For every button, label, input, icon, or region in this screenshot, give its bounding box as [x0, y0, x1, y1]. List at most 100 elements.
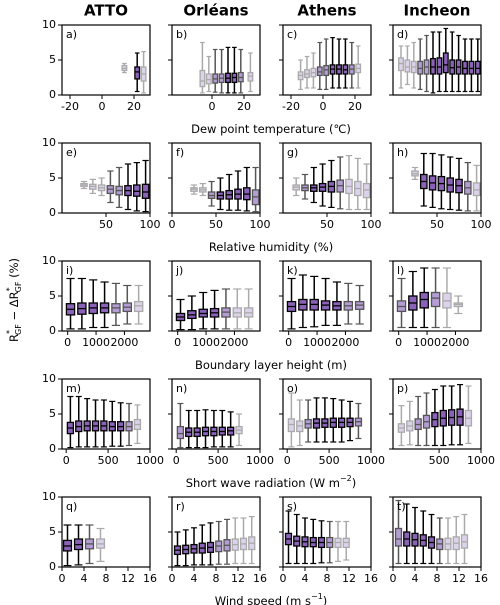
x-tick-label: 100 — [361, 218, 382, 231]
x-tick-label: 0 — [169, 572, 176, 585]
plot-frame — [392, 496, 482, 568]
x-tick-label: 4 — [191, 572, 198, 585]
panel-label: b) — [176, 28, 187, 41]
plot-frame — [171, 496, 261, 568]
panel-label: q) — [66, 500, 77, 513]
box — [205, 73, 212, 85]
x-tick-label: 12 — [231, 572, 245, 585]
box — [436, 57, 443, 75]
x-tick-label: 1000 — [303, 336, 331, 349]
x-axis-label-part: Dew point temperature (℃) — [191, 122, 351, 136]
box — [404, 59, 411, 73]
x-tick-label: 0 — [64, 336, 71, 349]
column-title: Incheon — [404, 2, 471, 20]
plot-frame — [171, 260, 261, 332]
y-axis-label-part: (%) — [7, 258, 21, 282]
y-tick-label: 5 — [49, 289, 56, 302]
box — [472, 182, 481, 197]
x-tick-label: 100 — [471, 218, 492, 231]
panel-label: s) — [287, 500, 297, 513]
plot-frame — [61, 260, 151, 332]
panel-label: g) — [287, 146, 298, 159]
x-tick-label: 0 — [169, 218, 176, 231]
plot-frame — [392, 378, 482, 450]
x-tick-label: 0 — [285, 336, 292, 349]
x-tick-label: 4 — [412, 572, 419, 585]
box — [430, 57, 436, 75]
box — [430, 291, 441, 308]
x-tick-label: 0 — [209, 100, 216, 113]
x-axis-label-part: Relative humidity (%) — [209, 240, 333, 254]
box — [141, 183, 150, 199]
plot-frame — [392, 24, 482, 96]
y-axis-label-part: GF — [14, 281, 23, 292]
x-axis-label: Relative humidity (%) — [209, 240, 333, 254]
y-axis-label-part: * — [5, 330, 14, 334]
panel-label: c) — [287, 28, 297, 41]
x-tick-label: 12 — [342, 572, 356, 585]
x-tick-label: 50 — [209, 218, 223, 231]
y-tick-label: 0 — [49, 206, 56, 219]
y-axis-label-part: R — [7, 334, 21, 342]
y-tick-label: 5 — [49, 407, 56, 420]
plot-frame — [171, 142, 261, 214]
plot-frame — [282, 260, 372, 332]
x-tick-label: 12 — [452, 572, 466, 585]
box — [417, 60, 424, 75]
x-tick-label: 8 — [213, 572, 220, 585]
x-tick-label: 1000 — [413, 336, 441, 349]
x-tick-label: 0 — [59, 572, 66, 585]
box — [199, 69, 206, 88]
box — [247, 71, 254, 82]
x-tick-label: 0 — [280, 572, 287, 585]
box — [449, 59, 456, 75]
x-tick-label: 1000 — [82, 336, 110, 349]
x-tick-label: -20 — [282, 100, 300, 113]
x-tick-label: 8 — [324, 572, 331, 585]
box — [468, 60, 475, 75]
x-tick-label: 1000 — [192, 336, 220, 349]
y-axis-label: R*GF − ΔR*GF (%) — [5, 258, 23, 342]
x-tick-label: 2000 — [331, 336, 359, 349]
plot-frame — [282, 24, 372, 96]
x-axis-label-part: Short wave radiation (W m — [186, 476, 340, 490]
y-tick-label: 10 — [42, 254, 56, 267]
x-tick-label: 1000 — [357, 454, 385, 467]
box — [474, 60, 481, 75]
box — [398, 57, 404, 72]
plot-frame — [61, 142, 151, 214]
column-title: Athens — [297, 2, 356, 20]
box — [462, 60, 468, 75]
box — [362, 182, 371, 199]
panel-label: i) — [66, 264, 73, 277]
x-axis-label-part: −1 — [311, 592, 323, 601]
panel-label: n) — [176, 382, 187, 395]
y-tick-label: 5 — [49, 53, 56, 66]
column-title: Orléans — [183, 2, 248, 20]
x-tick-label: 0 — [63, 454, 70, 467]
box — [323, 64, 330, 77]
x-tick-label: 0 — [320, 100, 327, 113]
x-tick-label: 0 — [173, 454, 180, 467]
x-tick-label: 0 — [284, 454, 291, 467]
panel-label: m) — [66, 382, 81, 395]
x-tick-label: 50 — [99, 218, 113, 231]
y-tick-label: 0 — [49, 442, 56, 455]
x-tick-label: 100 — [140, 218, 161, 231]
box — [394, 527, 403, 547]
panel-label: t) — [397, 500, 406, 513]
x-tick-label: -20 — [61, 100, 79, 113]
panel-label: a) — [66, 28, 77, 41]
x-tick-label: 0 — [390, 572, 397, 585]
x-tick-label: 50 — [320, 218, 334, 231]
box — [419, 291, 429, 309]
x-axis-label: Wind speed (m s−1) — [215, 592, 328, 605]
x-tick-label: 1000 — [246, 454, 274, 467]
x-tick-label: 500 — [98, 454, 119, 467]
box — [442, 52, 449, 74]
column-title: ATTO — [84, 2, 128, 20]
x-tick-label: 1000 — [136, 454, 164, 467]
x-tick-label: 16 — [364, 572, 378, 585]
box — [316, 66, 323, 77]
